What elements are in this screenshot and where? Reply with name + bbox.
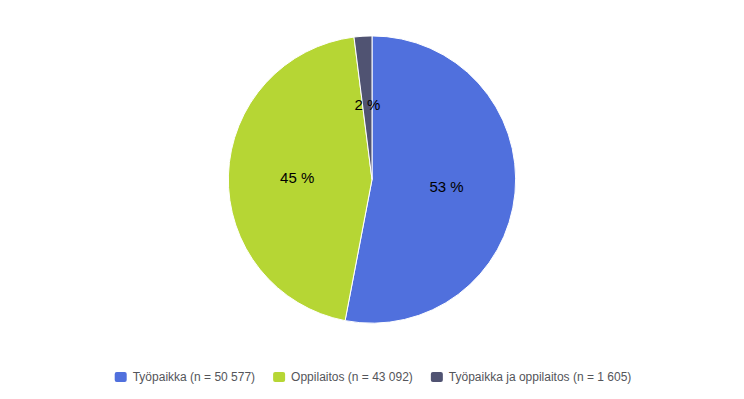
svg-text:45 %: 45 % (280, 169, 314, 186)
svg-text:Oppilaitos (n = 43 092): Oppilaitos (n = 43 092) (291, 370, 413, 384)
svg-text:Työpaikka ja oppilaitos (n = 1: Työpaikka ja oppilaitos (n = 1 605) (449, 370, 631, 384)
svg-text:Työpaikka (n = 50 577): Työpaikka (n = 50 577) (133, 370, 255, 384)
svg-text:53 %: 53 % (429, 178, 463, 195)
svg-text:2 %: 2 % (354, 96, 380, 113)
